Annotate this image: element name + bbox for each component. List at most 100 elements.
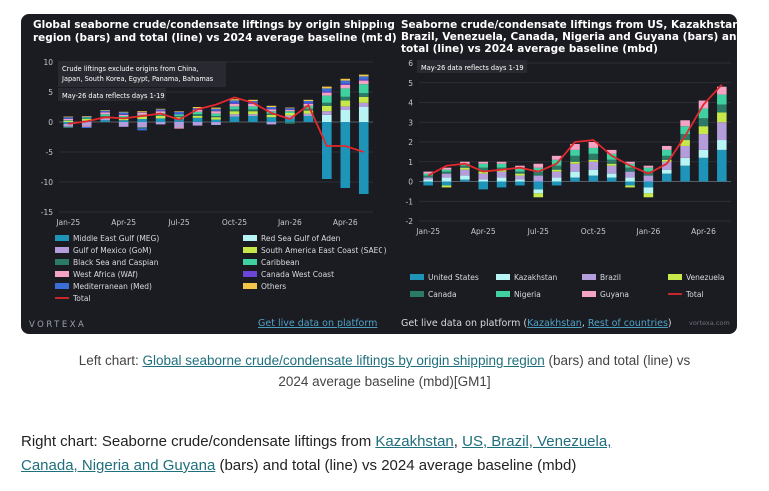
r-legend-label: United States (428, 273, 479, 282)
l-bar-segment (155, 116, 166, 119)
l-bar-segment (358, 84, 369, 94)
caption-us-brazil-link[interactable]: US, Brazil, Venezuela, (462, 433, 612, 450)
r-bar-segment (643, 181, 654, 188)
l-bar-segment (285, 110, 295, 112)
r-bar-segment (661, 161, 672, 170)
left-title-line1: Global seaborne crude/condensate lifting… (33, 19, 395, 31)
r-bar-segment (460, 165, 470, 168)
l-bar-segment (229, 111, 240, 115)
l-bar-segment (248, 111, 258, 115)
l-bar-segment (358, 96, 369, 103)
l-bar-segment (192, 117, 203, 122)
l-bar-segment (211, 119, 221, 122)
caption-right-prefix: Right chart: Seaborne crude/condensate l… (21, 433, 376, 450)
r-bar-segment (570, 171, 580, 178)
r-bar-segment (478, 171, 489, 174)
l-bar-segment (229, 109, 240, 112)
l-bar-segment (229, 114, 240, 117)
r-y-tick-label: -2 (406, 217, 414, 226)
l-bar-segment (81, 117, 92, 119)
r-bar-segment (441, 169, 452, 172)
r-bar-segment (643, 187, 654, 194)
l-bar-segment (155, 110, 166, 112)
l-bar-segment (174, 127, 184, 129)
l-bar-segment (229, 106, 240, 110)
l-bar-segment (155, 118, 166, 122)
right-brand: vortexa.com (689, 319, 730, 327)
l-y-tick-label: 0 (48, 118, 53, 127)
l-bar-segment (155, 109, 166, 111)
caption-canada-nigeria-link[interactable]: Canada, Nigeria and Guyana (21, 457, 216, 474)
charts-panel: Global seaborne crude/condensate lifting… (21, 14, 737, 334)
r-bar-segment (478, 163, 489, 168)
r-bar-segment (717, 112, 727, 123)
l-bar-segment (118, 114, 129, 115)
right-footer: Get live data on platform (Kazakhstan, R… (401, 318, 672, 329)
r-x-tick-label: Jan-26 (636, 227, 661, 236)
l-bar-segment (211, 116, 221, 118)
l-bar-segment (155, 115, 166, 116)
right-footer-text: Get live data on platform ( (401, 318, 527, 329)
l-bar-segment (192, 122, 203, 126)
r-bar-segment (606, 163, 617, 166)
l-legend-label: Mediterranean (Med) (73, 282, 152, 291)
r-bar-segment (441, 167, 452, 170)
r-bar-segment (551, 181, 562, 186)
l-bar-segment (81, 116, 92, 118)
l-bar-segment (303, 105, 314, 109)
r-bar-segment (717, 149, 727, 182)
l-bar-segment (100, 114, 110, 116)
r-bar-segment (698, 108, 709, 119)
r-bar-segment (588, 153, 599, 160)
l-bar-segment (266, 113, 277, 115)
r-bar-segment (551, 177, 562, 182)
rest-of-countries-link[interactable]: Rest of countries (588, 318, 668, 329)
kazakhstan-link[interactable]: Kazakhstan (527, 318, 582, 329)
r-bar-segment (570, 177, 580, 182)
l-bar-segment (322, 91, 332, 93)
l-bar-segment (285, 122, 295, 124)
l-legend-swatch (55, 271, 69, 277)
l-bar-segment (248, 114, 258, 116)
caption-kazakhstan-link[interactable]: Kazakhstan (375, 433, 454, 450)
l-bar-segment (285, 118, 295, 122)
left-bars (63, 74, 369, 194)
r-bar-segment (515, 179, 525, 182)
r-bar-segment (496, 169, 507, 172)
l-legend-swatch (243, 283, 257, 289)
l-bar-segment (118, 122, 129, 127)
l-x-tick-label: Apr-25 (111, 218, 136, 227)
right-title-line1: Seaborne crude/condensate liftings from … (401, 19, 737, 31)
right-chart-caption: Right chart: Seaborne crude/condensate l… (21, 430, 761, 478)
r-legend-swatch (668, 274, 682, 280)
r-bar-segment (625, 161, 635, 164)
l-bar-segment (322, 102, 332, 106)
r-bar-segment (606, 173, 617, 178)
r-bar-segment (570, 161, 580, 164)
r-bar-segment (533, 163, 544, 168)
l-legend-swatch (243, 247, 257, 253)
l-bar-segment (322, 92, 332, 96)
l-legend-label: Black Sea and Caspian (73, 258, 159, 267)
r-bar-segment (680, 145, 690, 158)
l-bar-segment (303, 110, 314, 114)
l-bar-segment (118, 114, 129, 116)
r-bar-segment (533, 175, 544, 182)
l-bar-segment (229, 100, 240, 103)
r-bar-segment (478, 173, 489, 180)
left-live-data-link[interactable]: Get live data on platform (258, 318, 377, 329)
r-bar-segment (423, 173, 433, 176)
l-bar-segment (137, 128, 147, 131)
right-note-box: May-26 data reflects days 1-19 (417, 60, 527, 73)
r-bar-segment (478, 167, 489, 172)
l-bar-segment (100, 110, 110, 112)
r-x-tick-label: Apr-25 (471, 227, 496, 236)
l-bar-segment (63, 123, 74, 127)
r-bar-segment (533, 193, 544, 198)
r-y-tick-label: -1 (406, 197, 414, 206)
right-title-line2: Brazil, Venezuela, Canada, Nigeria and G… (401, 31, 737, 43)
left-chart-caption: Left chart: Global seaborne crude/conden… (0, 350, 769, 392)
right-bars (423, 86, 727, 198)
caption-left-link[interactable]: Global seaborne crude/condensate lifting… (142, 353, 545, 368)
r-bar-segment (661, 145, 672, 150)
